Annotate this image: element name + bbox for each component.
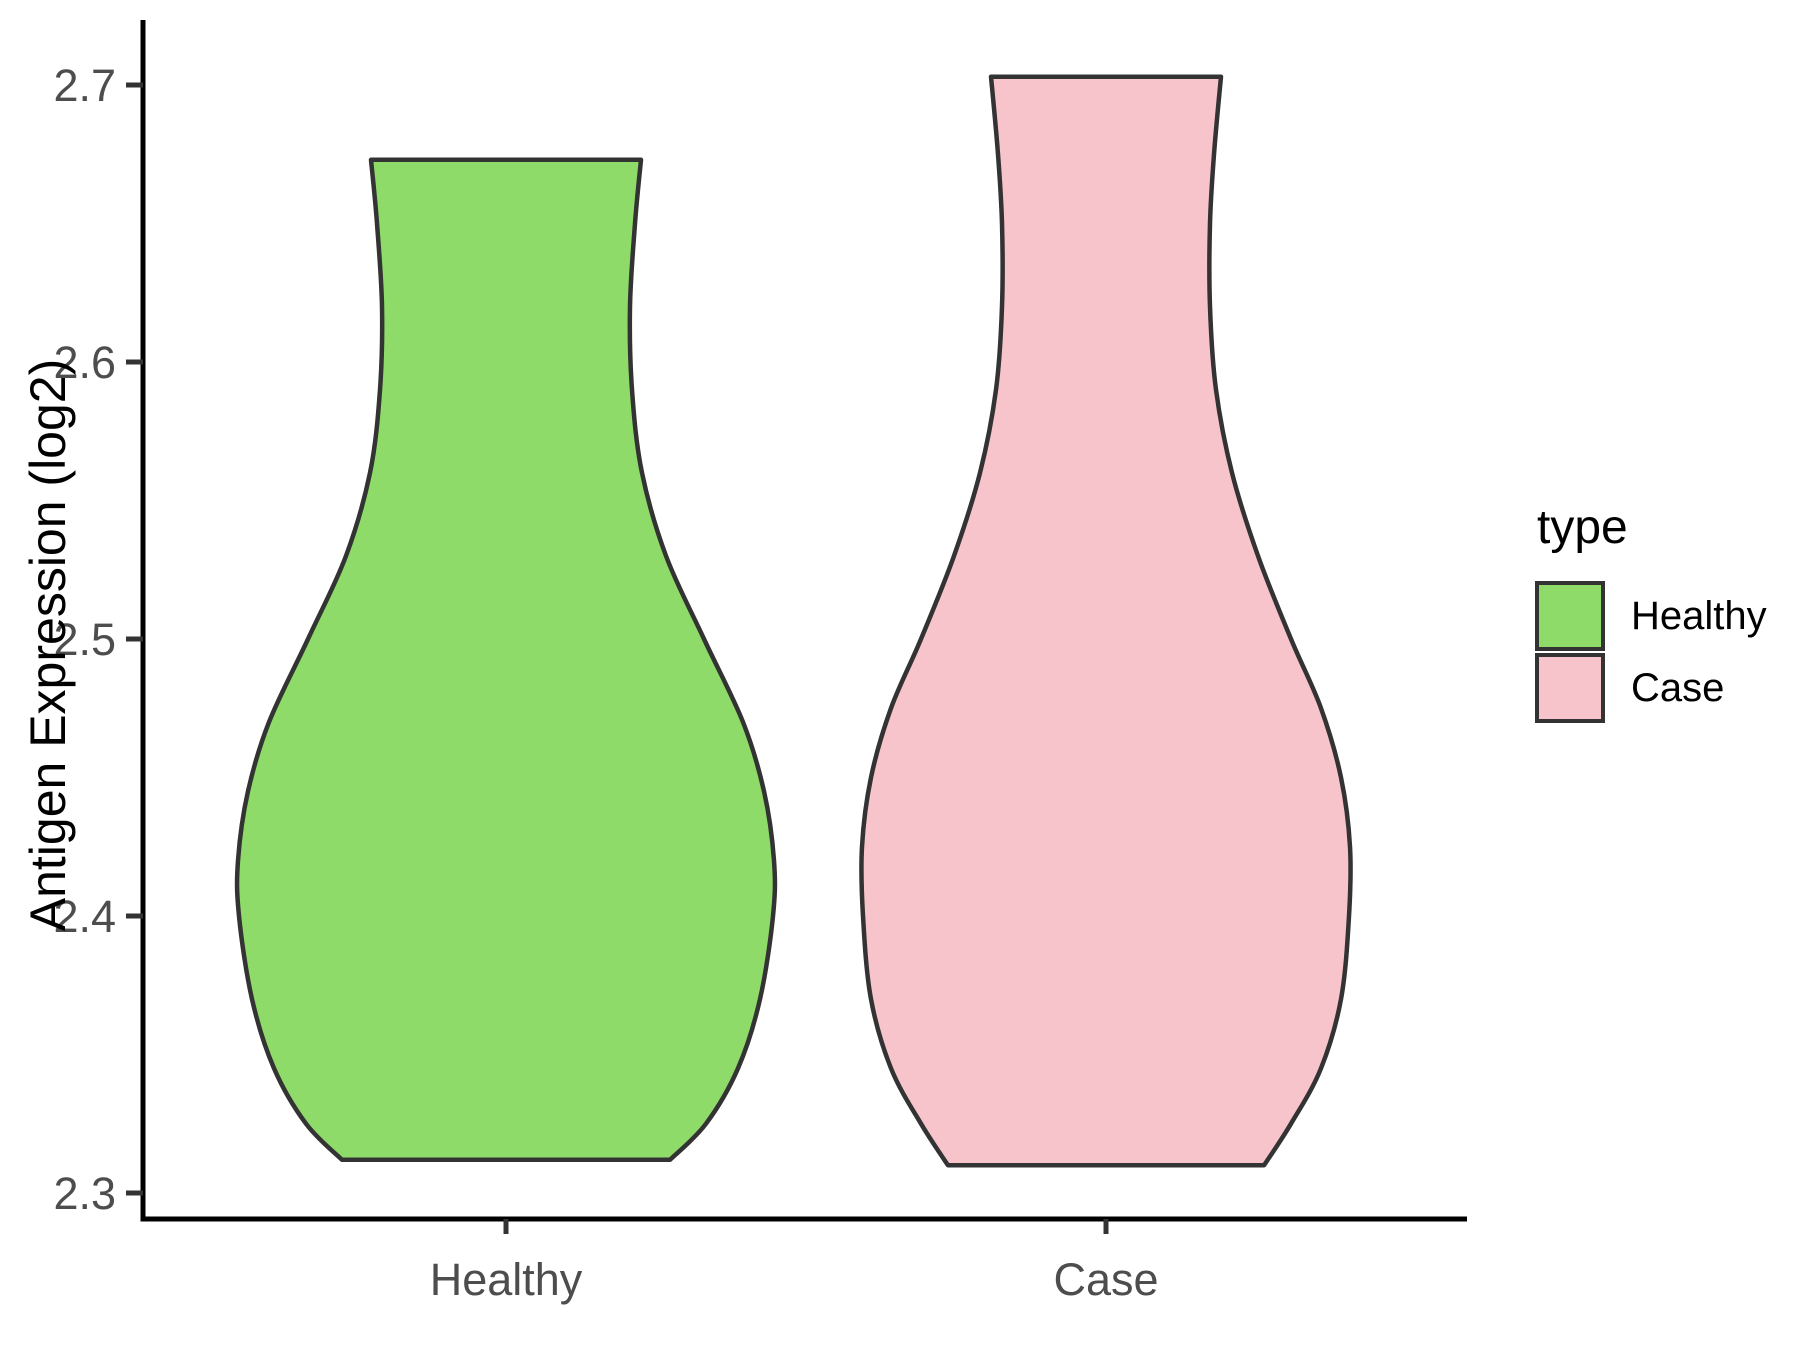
legend-item-healthy: Healthy xyxy=(1535,581,1767,651)
legend-key-case-swatch xyxy=(1535,653,1605,723)
legend-label: Healthy xyxy=(1631,593,1767,638)
legend-label: Case xyxy=(1631,665,1725,710)
y-tick-label: 2.3 xyxy=(53,1168,116,1219)
y-tick-label: 2.5 xyxy=(53,614,116,665)
y-axis-title: Antigen Expression (log2) xyxy=(20,358,76,932)
y-tick-label: 2.7 xyxy=(53,60,116,111)
legend-key-healthy-swatch xyxy=(1535,581,1605,651)
y-tick-label: 2.4 xyxy=(53,891,116,942)
legend: type Healthy Case xyxy=(1535,500,1767,725)
violin-healthy xyxy=(234,157,778,1163)
violin-case xyxy=(859,74,1353,1168)
x-tick-label: Healthy xyxy=(430,1254,583,1305)
y-tick-label: 2.6 xyxy=(53,337,116,388)
legend-item-case: Case xyxy=(1535,653,1767,723)
legend-title: type xyxy=(1537,501,1628,554)
x-tick-label: Case xyxy=(1053,1254,1158,1305)
